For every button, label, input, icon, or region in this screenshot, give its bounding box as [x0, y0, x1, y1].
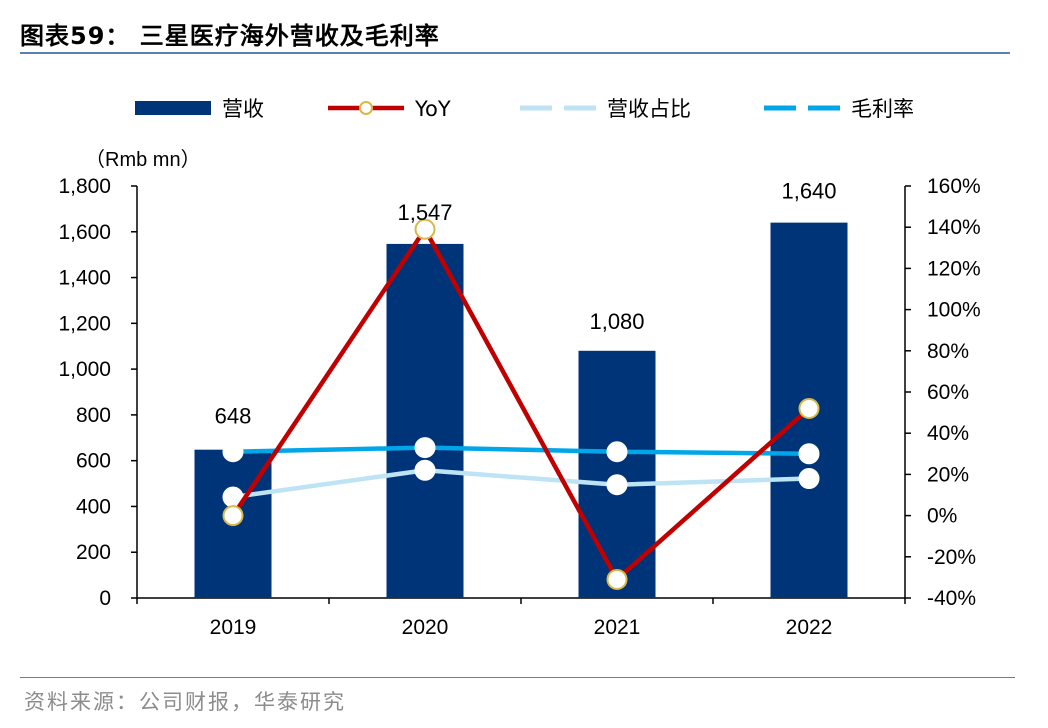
left-axis-tick-label: 200	[76, 541, 111, 564]
series-point-YoY	[414, 218, 436, 240]
right-axis-tick-label: 40%	[927, 422, 969, 445]
footer-divider	[20, 677, 1015, 678]
series-line-营收占比	[232, 468, 810, 500]
source-note: 资料来源：公司财报，华泰研究	[24, 690, 346, 714]
right-axis-tick-label: 160%	[927, 175, 981, 198]
left-axis-tick-label: 400	[76, 495, 111, 518]
left-axis-tick-label: 0	[99, 587, 111, 610]
series-point-营收占比	[414, 459, 436, 481]
right-axis-tick-label: 140%	[927, 216, 981, 239]
series-point-YoY	[222, 505, 244, 527]
right-axis-tick-label: 80%	[927, 340, 969, 363]
right-axis-tick-label: -40%	[927, 587, 976, 610]
right-axis-tick-label: 60%	[927, 381, 969, 404]
right-axis-tick-label: 120%	[927, 257, 981, 280]
right-axis-tick-label: 20%	[927, 463, 969, 486]
left-axis-tick-label: 1,400	[58, 267, 111, 290]
header: 图表59： 三星医疗海外营收及毛利率	[20, 12, 1010, 54]
left-axis-tick-label: 1,000	[58, 358, 111, 381]
series-point-毛利率	[414, 437, 436, 459]
left-axis-tick-label: 600	[76, 450, 111, 473]
series-line-毛利率	[232, 445, 810, 457]
unit-label: （Rmb mn）	[85, 148, 201, 171]
left-axis-tick-label: 800	[76, 404, 111, 427]
series-line-YoY	[231, 227, 811, 582]
left-axis-tick-label: 1,200	[58, 312, 111, 335]
page-title: 图表59： 三星医疗海外营收及毛利率	[20, 22, 440, 50]
series-point-营收占比	[606, 474, 628, 496]
bar-data-label: 1,640	[781, 179, 836, 204]
legend-label-营收: 营收	[222, 97, 264, 121]
series-point-YoY	[798, 397, 820, 419]
series-point-毛利率	[606, 441, 628, 463]
bar-data-label: 648	[215, 404, 252, 429]
legend-label-YoY: YoY	[414, 97, 451, 121]
x-axis-tick-label: 2021	[594, 616, 641, 639]
series-point-毛利率	[222, 441, 244, 463]
x-axis-tick-label: 2022	[786, 616, 833, 639]
x-axis-tick-label: 2019	[210, 616, 257, 639]
legend-label-毛利率: 毛利率	[851, 97, 914, 121]
series-point-YoY	[606, 568, 628, 590]
right-axis-tick-label: 100%	[927, 299, 981, 322]
series-point-毛利率	[798, 443, 820, 465]
legend-swatch-营收	[135, 101, 211, 115]
left-axis-tick-label: 1,800	[58, 175, 111, 198]
bar-2020	[386, 243, 464, 599]
legend-label-营收占比: 营收占比	[607, 97, 691, 121]
series-point-营收占比	[798, 468, 820, 490]
right-axis-tick-label: -20%	[927, 546, 976, 569]
bar-data-label: 1,547	[397, 200, 452, 225]
left-axis-tick-label: 1,600	[58, 221, 111, 244]
bar-data-label: 1,080	[589, 309, 644, 334]
legend-marker-YoY	[359, 101, 373, 115]
right-axis-tick-label: 0%	[927, 505, 957, 528]
x-axis-tick-label: 2020	[402, 616, 449, 639]
